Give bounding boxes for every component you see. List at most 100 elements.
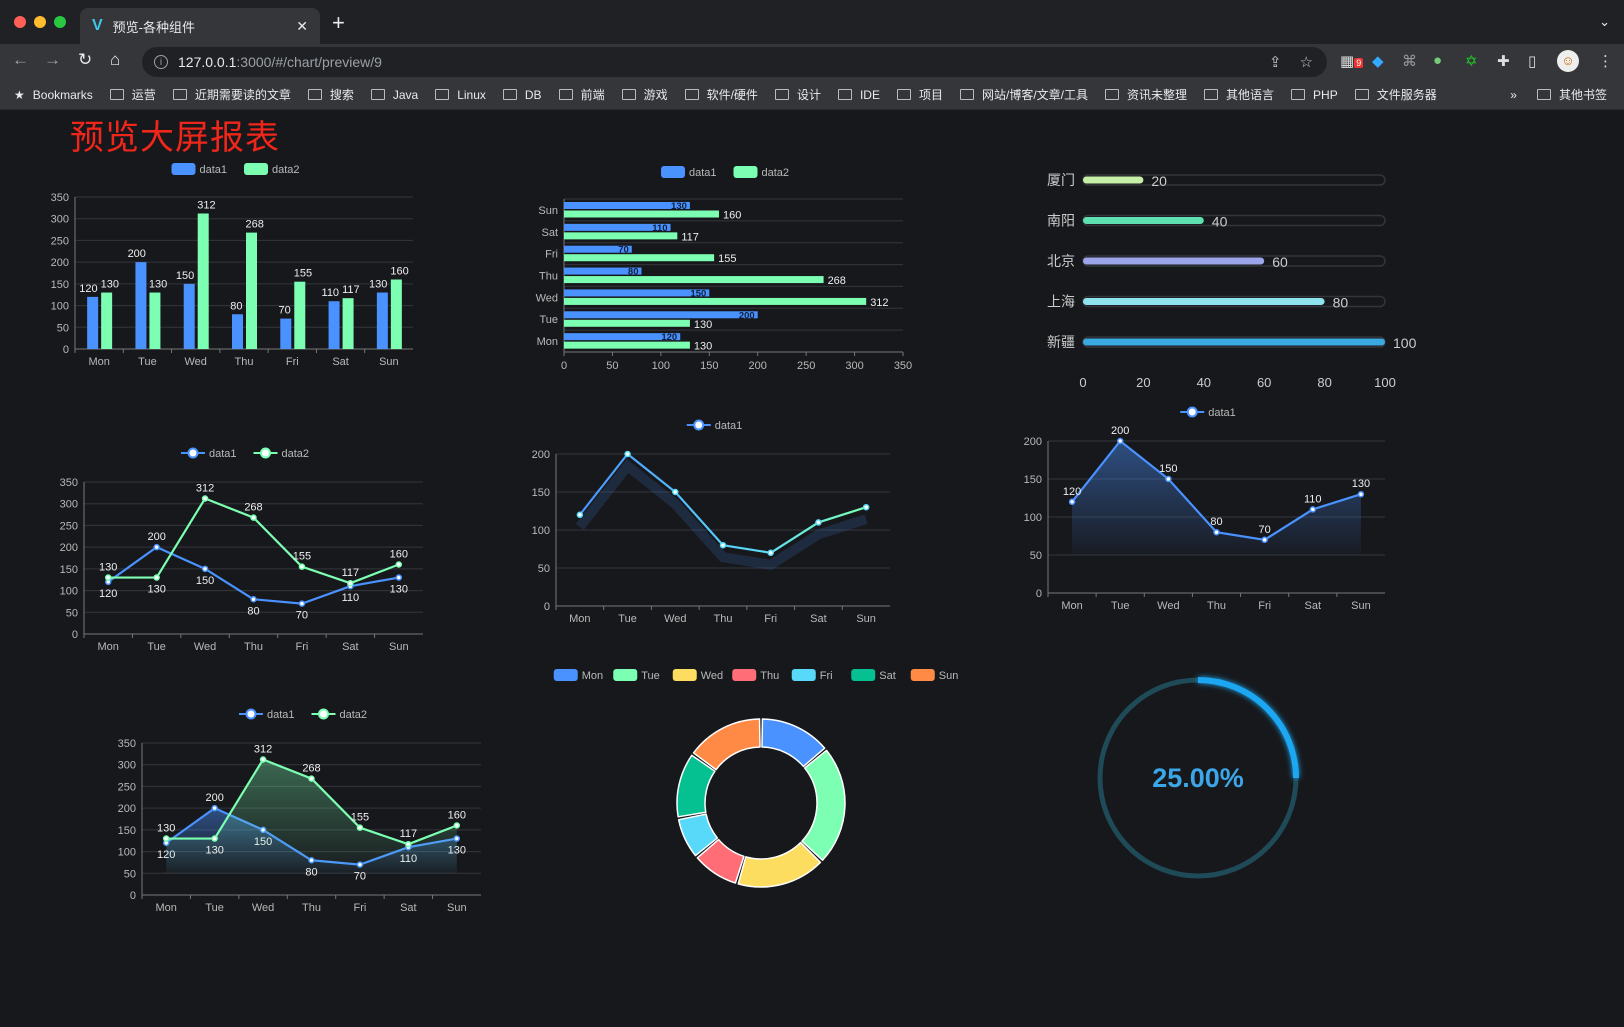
maximize-window-button[interactable]	[54, 16, 66, 28]
home-icon[interactable]: ⌂	[110, 50, 121, 69]
progress-bar	[1083, 338, 1385, 346]
bookmarks-button[interactable]: ★ Bookmarks	[14, 88, 93, 102]
extension-icon[interactable]: ▦ 9	[1340, 53, 1364, 70]
bookmark-folder[interactable]: 其他语言	[1204, 86, 1274, 103]
bookmark-folder[interactable]: 运营	[109, 86, 156, 103]
legend-label: data1	[209, 448, 237, 460]
x-tick-label: Tue	[1111, 600, 1130, 612]
data-label: 312	[254, 744, 272, 756]
bookmark-label: Java	[392, 87, 419, 102]
close-tab-icon[interactable]: ✕	[296, 17, 308, 34]
bar-data1	[376, 292, 388, 349]
data-label: 130	[369, 279, 387, 291]
progress-bar	[1083, 176, 1144, 184]
data-label: 130	[390, 584, 408, 596]
side-panel-icon[interactable]: ▯	[1528, 53, 1537, 70]
x-tick-label: Sun	[856, 613, 876, 625]
site-logo-icon: V	[92, 17, 103, 34]
data-point	[153, 574, 160, 581]
legend-swatch	[553, 669, 578, 681]
site-info-icon[interactable]: i	[154, 55, 168, 69]
x-tick-label: Fri	[296, 641, 309, 653]
bookmark-folder[interactable]: 前端	[558, 86, 605, 103]
data-point	[767, 549, 774, 557]
bookmarks-bar: ★ Bookmarks 运营 近期需要读的文章 搜索 Java Linux DB 前端 游戏 软件…	[0, 80, 1624, 110]
star-extension-icon[interactable]: ✡	[1465, 53, 1478, 70]
bookmark-folder[interactable]: Java	[370, 86, 419, 103]
x-tick-label: Sat	[342, 641, 359, 653]
x-tick-label: Wed	[1157, 600, 1179, 612]
profile-avatar[interactable]: ☺	[1557, 50, 1579, 72]
forward-icon[interactable]: →	[44, 50, 61, 69]
bookmark-folder[interactable]: DB	[502, 86, 542, 103]
bookmark-star-icon[interactable]: ☆	[1299, 54, 1313, 71]
new-tab-button[interactable]: +	[332, 10, 345, 35]
menu-kebab-icon[interactable]: ⋮	[1598, 53, 1613, 70]
tab-search-chevron-icon[interactable]: ⌄	[1599, 14, 1610, 29]
y-tick-label: 150	[60, 564, 78, 576]
bookmark-folder[interactable]: 项目	[896, 86, 943, 103]
data-point	[405, 840, 412, 848]
bookmark-label: 前端	[580, 88, 605, 102]
y-tick-label: Thu	[539, 271, 558, 283]
data-label: 120	[661, 332, 677, 343]
y-tick-label: 200	[51, 257, 69, 269]
command-extension-icon[interactable]: ⌘	[1402, 53, 1417, 70]
bookmark-folder[interactable]: 游戏	[621, 86, 668, 103]
browser-tab[interactable]: V 预览-各种组件 ✕	[80, 8, 320, 44]
y-tick-label: 100	[532, 525, 550, 537]
data-point	[815, 519, 822, 526]
data-label: 268	[244, 502, 262, 514]
more-bookmarks-button[interactable]: »	[1510, 87, 1517, 102]
bookmark-folder[interactable]: 近期需要读的文章	[172, 86, 291, 103]
data-label: 60	[1272, 254, 1288, 270]
gem-extension-icon[interactable]: ◆	[1372, 53, 1384, 70]
reload-icon[interactable]: ↻	[78, 50, 93, 69]
data-label: 200	[147, 531, 165, 543]
share-icon[interactable]: ⇪	[1268, 54, 1282, 71]
bookmark-folder[interactable]: PHP	[1291, 86, 1338, 103]
circle-extension-icon[interactable]: ●	[1433, 52, 1443, 69]
bookmark-folder[interactable]: 搜索	[307, 86, 354, 103]
x-tick-label: Mon	[88, 356, 109, 368]
url-host: 127.0.0.1	[178, 54, 237, 70]
bookmark-label: 其他语言	[1226, 88, 1275, 102]
other-bookmarks-folder[interactable]: 其他书签	[1536, 86, 1607, 103]
address-bar[interactable]: i 127.0.0.1:3000/#/chart/preview/9 ⇪ ☆	[142, 47, 1327, 77]
donut-slice-sun	[692, 718, 761, 771]
bookmark-folder[interactable]: 资讯未整理	[1105, 86, 1187, 103]
data-point	[298, 600, 306, 607]
bar-data1	[232, 314, 243, 349]
folder-icon	[959, 89, 974, 100]
folder-icon	[837, 89, 852, 100]
bookmark-folder[interactable]: 软件/硬件	[684, 86, 758, 103]
data-point	[211, 835, 218, 842]
bookmark-folder[interactable]: IDE	[837, 86, 880, 103]
legend-label: data2	[762, 167, 790, 179]
bar-data1	[280, 318, 292, 349]
data-point	[250, 514, 257, 521]
minimize-window-button[interactable]	[34, 16, 46, 28]
bookmark-folder[interactable]: 网站/博客/文章/工具	[959, 86, 1088, 103]
bookmark-folder[interactable]: 文件服务器	[1354, 86, 1437, 103]
folder-icon	[684, 89, 699, 100]
data-point	[624, 450, 631, 458]
data-label: 70	[1259, 524, 1271, 536]
extensions-puzzle-icon[interactable]: ✚	[1497, 53, 1510, 70]
y-tick-label: 50	[57, 322, 69, 334]
back-icon[interactable]: ←	[12, 50, 29, 69]
y-tick-label: Wed	[536, 292, 558, 304]
data-label: 150	[1159, 463, 1177, 475]
y-tick-label: 0	[72, 629, 78, 641]
x-tick-label: Thu	[714, 613, 733, 625]
data-point	[1116, 437, 1124, 445]
folder-icon	[1291, 89, 1306, 100]
legend-marker-icon	[187, 447, 199, 459]
close-window-button[interactable]	[14, 16, 26, 28]
legend-marker-icon	[693, 419, 705, 431]
data-label: 110	[1304, 493, 1322, 505]
bookmark-folder[interactable]: 设计	[774, 86, 821, 103]
y-tick-label: 300	[60, 499, 78, 511]
bookmark-folder[interactable]: Linux	[435, 86, 486, 103]
bookmark-label: 其他书签	[1558, 88, 1607, 102]
